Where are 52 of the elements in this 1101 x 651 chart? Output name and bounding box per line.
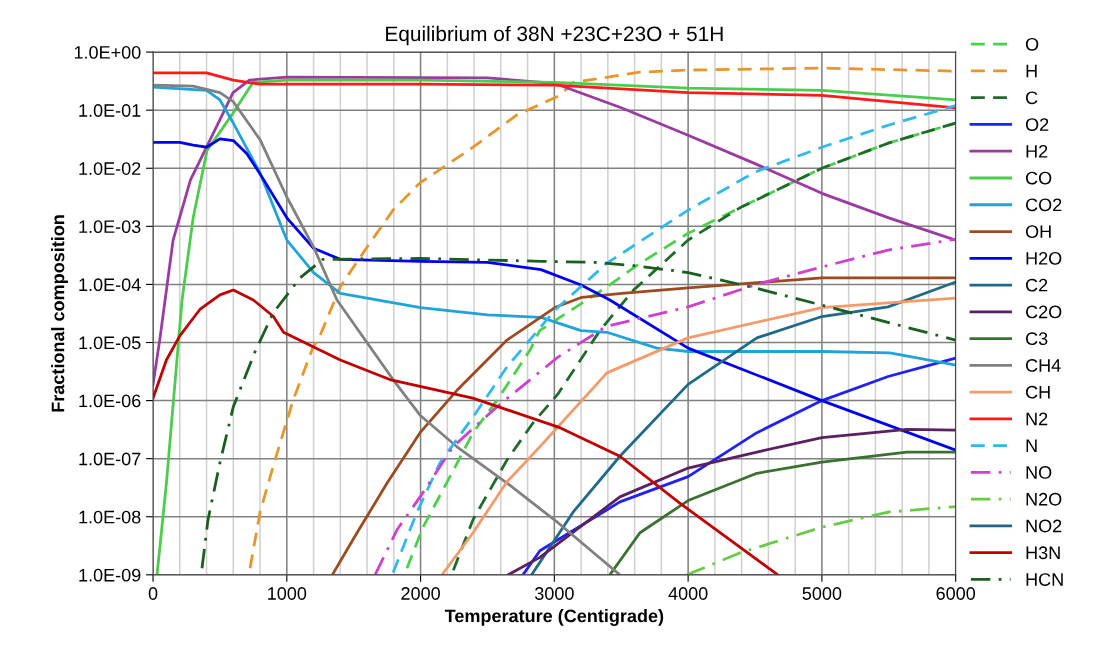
legend-label: CH4	[1026, 359, 1061, 372]
legend-label: O	[1025, 37, 1039, 51]
legend-label: O2	[1025, 118, 1049, 131]
legend-label: N	[1026, 439, 1037, 452]
y-tick-label: 1.0E-07	[79, 452, 141, 466]
line-series	[440, 296, 956, 575]
legend-label: CO2	[1026, 198, 1062, 212]
legend-label: CO	[1026, 171, 1052, 185]
y-tick-label: 1.0E-02	[79, 162, 141, 175]
line-series	[506, 427, 956, 575]
y-tick-label: 1.0E-01	[79, 104, 141, 117]
x-tick-label: 3000	[534, 587, 574, 600]
x-tick-label: 2000	[401, 587, 440, 600]
x-tick-label: 6000	[936, 587, 976, 600]
y-tick-label: 1.0E-03	[79, 220, 141, 234]
line-series	[373, 237, 956, 575]
line-series	[153, 137, 956, 452]
legend-label: C	[1026, 91, 1038, 105]
x-axis-title: Temperature (Centigrade)	[444, 609, 664, 626]
line-series	[330, 276, 956, 575]
legend-label: HCN	[1026, 573, 1063, 586]
y-tick-label: 1.0E-09	[79, 568, 141, 582]
line-series	[608, 450, 956, 575]
y-tick-label: 1.0E-08	[79, 510, 141, 524]
legend-label: C2O	[1026, 305, 1062, 319]
legend-label: N2O	[1026, 492, 1062, 506]
legend-label: H	[1026, 64, 1037, 78]
legend-label: H2	[1026, 144, 1048, 158]
line-series	[685, 505, 956, 575]
x-tick-label: 4000	[668, 587, 708, 600]
y-tick-label: 1.0E-04	[79, 278, 141, 292]
chart-title: Equilibrium of 38N +23C+23O + 51H	[386, 25, 723, 46]
y-tick-label: 1.0E-06	[79, 394, 141, 408]
legend-label: H2O	[1026, 251, 1062, 265]
y-tick-label: 1.0E-05	[79, 336, 141, 350]
legend-label: N2	[1026, 412, 1048, 426]
legend-label: C3	[1026, 332, 1048, 346]
legend-label: CH	[1026, 385, 1050, 399]
line-series	[200, 257, 956, 570]
y-axis-title: Fractional composition	[51, 215, 68, 412]
y-tick-label: 1.0E+00	[74, 46, 141, 59]
x-tick-label: 0	[148, 587, 158, 600]
legend-label: NO2	[1026, 519, 1062, 533]
legend-label: H3N	[1026, 546, 1060, 560]
x-tick-label: 5000	[802, 587, 842, 600]
x-tick-label: 1000	[268, 587, 307, 600]
legend-label: OH	[1025, 225, 1051, 239]
legend-label: C2	[1026, 278, 1048, 292]
line-series	[153, 71, 956, 110]
legend-label: NO	[1026, 466, 1052, 479]
line-series	[153, 288, 780, 575]
line-series	[530, 280, 956, 575]
